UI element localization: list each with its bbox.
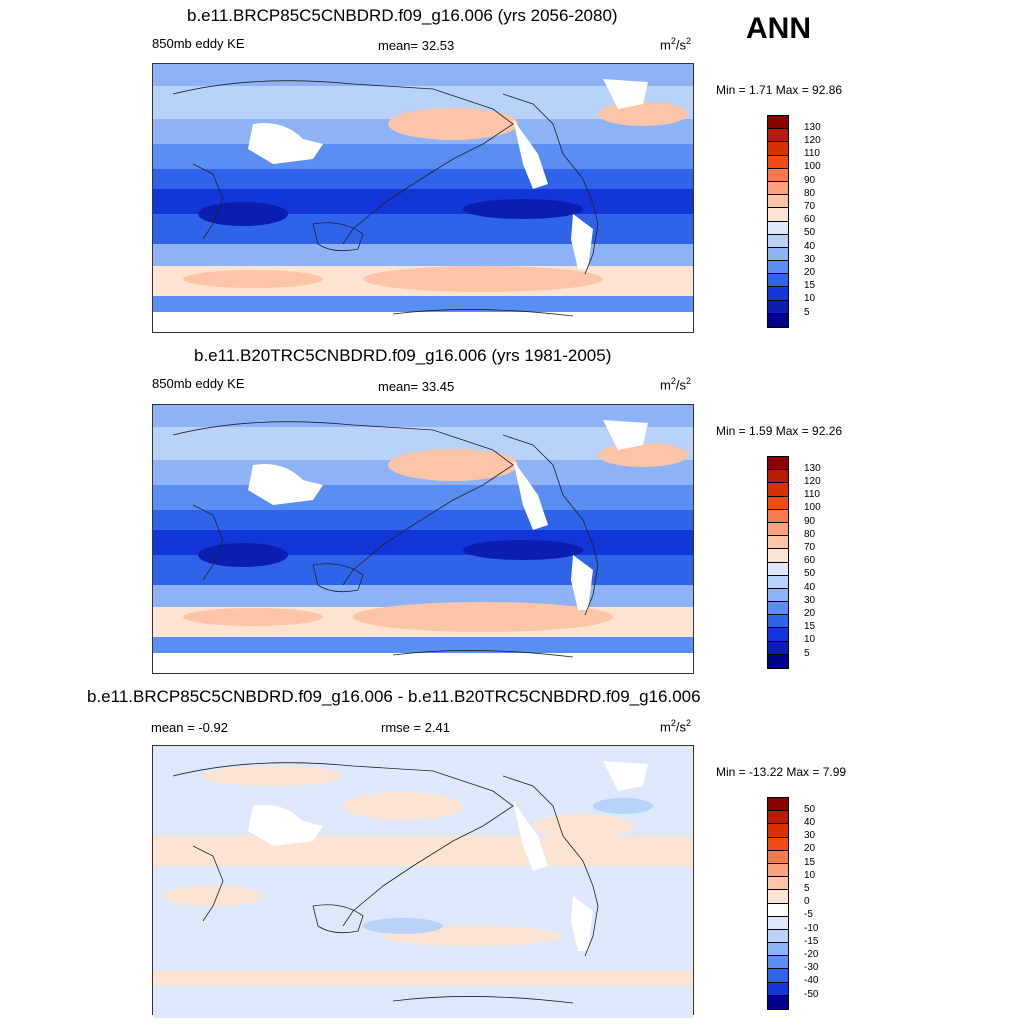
colorbar-tick-label: -20 <box>804 949 819 960</box>
colorbar-tick-label: 20 <box>804 608 816 619</box>
colorbar-tick-label: 70 <box>804 201 816 212</box>
colorbar-tick-label: 60 <box>804 214 816 225</box>
colorbar-tick-label: 40 <box>804 241 816 252</box>
panel-1-mean-label: mean= 32.53 <box>378 38 455 53</box>
colorbar-tick-label: 30 <box>804 595 816 606</box>
colorbar-tick-label: 70 <box>804 542 816 553</box>
panel-2-colorbar <box>767 456 789 669</box>
colorbar-tick-label: 10 <box>804 634 816 645</box>
panel-3-minmax: Min = -13.22 Max = 7.99 <box>716 765 847 779</box>
colorbar-tick-label: 50 <box>804 804 816 815</box>
colorbar-tick-label: 20 <box>804 267 816 278</box>
panel-1-minmax: Min = 1.71 Max = 92.86 <box>716 83 843 97</box>
panel-1-title: b.e11.BRCP85C5CNBDRD.f09_g16.006 (yrs 20… <box>187 6 618 25</box>
colorbar-tick-label: -30 <box>804 962 819 973</box>
panel-3-title: b.e11.BRCP85C5CNBDRD.f09_g16.006 - b.e11… <box>87 687 701 706</box>
colorbar-tick-label: 20 <box>804 843 816 854</box>
colorbar-tick-label: 50 <box>804 227 816 238</box>
colorbar-tick-label: 80 <box>804 529 816 540</box>
panel-2-minmax: Min = 1.59 Max = 92.26 <box>716 424 843 438</box>
colorbar-tick-label: 40 <box>804 817 816 828</box>
colorbar-tick-label: 40 <box>804 582 816 593</box>
colorbar-tick-label: 120 <box>804 476 821 487</box>
panel-3-colorbar <box>767 797 789 1010</box>
colorbar-tick-label: 5 <box>804 883 810 894</box>
colorbar-tick-label: 15 <box>804 857 816 868</box>
colorbar-tick-label: 100 <box>804 161 821 172</box>
panel-1-colorbar <box>767 115 789 328</box>
colorbar-tick-label: 15 <box>804 621 816 632</box>
colorbar-tick-label: 60 <box>804 555 816 566</box>
colorbar-tick-label: 5 <box>804 648 810 659</box>
colorbar-tick-label: 130 <box>804 463 821 474</box>
colorbar-tick-label: 50 <box>804 568 816 579</box>
panel-2-units: m2/s2 <box>660 376 691 393</box>
panel-3-map <box>152 745 694 1018</box>
panel-1-variable-label: 850mb eddy KE <box>152 36 245 51</box>
panel-1-units: m2/s2 <box>660 36 691 53</box>
colorbar-tick-label: -40 <box>804 975 819 986</box>
panel-3-units: m2/s2 <box>660 718 691 735</box>
colorbar-tick-label: 0 <box>804 896 810 907</box>
colorbar-tick-label: 110 <box>804 489 820 500</box>
colorbar-tick-label: 10 <box>804 293 816 304</box>
season-label: ANN <box>746 12 811 45</box>
colorbar-tick-label: 80 <box>804 188 816 199</box>
colorbar-tick-label: -15 <box>804 936 819 947</box>
panel-2-mean-label: mean= 33.45 <box>378 379 455 394</box>
panel-2-title: b.e11.B20TRC5CNBDRD.f09_g16.006 (yrs 198… <box>194 346 612 365</box>
colorbar-tick-label: 30 <box>804 830 816 841</box>
colorbar-tick-label: 100 <box>804 502 821 513</box>
colorbar-tick-label: 10 <box>804 870 816 881</box>
colorbar-tick-label: -50 <box>804 989 819 1000</box>
colorbar-tick-label: 110 <box>804 148 820 159</box>
panel-1-map <box>152 63 694 333</box>
colorbar-tick-label: 90 <box>804 516 816 527</box>
colorbar-tick-label: 30 <box>804 254 816 265</box>
panel-2-variable-label: 850mb eddy KE <box>152 376 245 391</box>
panel-3-mean-label: mean = -0.92 <box>151 720 228 735</box>
panel-3-rmse-label: rmse = 2.41 <box>381 720 451 735</box>
colorbar-tick-label: 130 <box>804 122 821 133</box>
colorbar-tick-label: 5 <box>804 307 810 318</box>
panel-2-map <box>152 404 694 674</box>
colorbar-tick-label: 120 <box>804 135 821 146</box>
colorbar-tick-label: -5 <box>804 909 813 920</box>
colorbar-tick-label: 15 <box>804 280 816 291</box>
colorbar-tick-label: 90 <box>804 175 816 186</box>
colorbar-tick-label: -10 <box>804 923 819 934</box>
